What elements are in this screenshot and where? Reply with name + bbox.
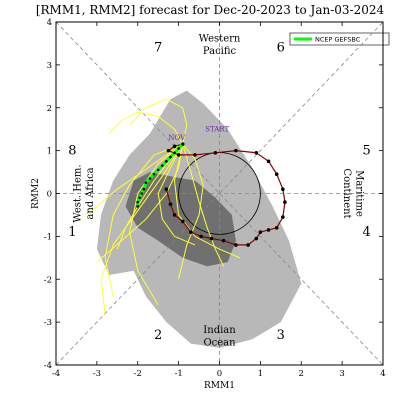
observed-point <box>254 150 259 155</box>
observed-point <box>266 228 271 232</box>
observed-point <box>168 202 173 207</box>
ensemble-mean-point <box>169 155 172 159</box>
ensemble-member-line <box>96 144 184 263</box>
x-tick-label: 3 <box>339 369 344 379</box>
observed-point <box>164 187 169 192</box>
y-tick-label: 4 <box>47 18 52 28</box>
ensemble-mean-point <box>136 200 140 204</box>
observed-point <box>176 153 181 157</box>
region-label-western-pacific: Western <box>199 33 241 44</box>
phase-label-4: 4 <box>363 225 371 240</box>
phase-label-3: 3 <box>277 328 285 343</box>
x-tick-label: -4 <box>52 369 60 379</box>
ensemble-member-line <box>129 98 188 145</box>
observed-point <box>199 234 203 239</box>
observed-point <box>166 148 171 153</box>
ensemble-mean-point <box>165 160 168 163</box>
region-label-west-hem-africa: and Africa <box>85 167 96 219</box>
y-tick-label: 2 <box>47 104 52 114</box>
phase-label-7: 7 <box>154 41 162 56</box>
observed-point <box>209 236 214 241</box>
ensemble-mean-point <box>148 177 152 180</box>
ensemble-mean-point <box>140 192 144 195</box>
x-axis-label: RMM1 <box>204 381 235 391</box>
observed-point <box>234 148 238 153</box>
ensemble-mean-point <box>177 147 180 150</box>
x-tick-label: 0 <box>217 369 222 379</box>
observed-point <box>193 153 197 157</box>
ensemble-member-line <box>173 144 241 259</box>
y-tick-label: 0 <box>47 190 52 200</box>
ensemble-member-line <box>84 143 183 216</box>
observed-point <box>221 238 226 243</box>
ensemble-mean-point <box>173 151 176 155</box>
y-tick-label: 3 <box>47 61 52 71</box>
ensemble-mean-point <box>136 205 140 208</box>
phase-label-8: 8 <box>68 144 76 159</box>
ensemble-mean-point <box>152 172 156 176</box>
x-tick-label: 4 <box>380 369 385 379</box>
observed-point <box>281 215 285 219</box>
y-tick-label: 1 <box>47 147 52 157</box>
ensemble-member-line <box>100 143 184 314</box>
region-label-indian-ocean: Ocean <box>203 338 236 349</box>
y-tick-label: -3 <box>44 318 52 328</box>
ensemble-mean-point <box>144 181 148 185</box>
ensemble-mean-point <box>181 142 185 146</box>
x-tick-label: 1 <box>258 369 263 379</box>
annotation-start: START <box>205 125 229 133</box>
ensemble-mean-point <box>156 168 160 172</box>
observed-point <box>281 187 285 192</box>
y-tick-label: -1 <box>44 232 52 242</box>
x-tick-label: 2 <box>299 369 304 379</box>
phase-label-5: 5 <box>363 144 371 159</box>
ensemble-mean-point <box>138 196 142 200</box>
region-label-maritime-continent: Maritime <box>353 170 364 217</box>
observed-point <box>283 200 287 204</box>
phase-divider-diagonal <box>55 21 384 366</box>
legend-label: NCEP GEFSBC <box>315 36 361 44</box>
ensemble-member-line <box>104 143 183 297</box>
observed-point <box>234 243 238 247</box>
legend: NCEP GEFSBC <box>289 32 390 46</box>
phase-label-1: 1 <box>68 225 76 240</box>
ensemble-member-line <box>108 111 184 145</box>
observed-point <box>172 213 177 217</box>
observed-point <box>274 226 279 230</box>
observed-point <box>254 236 259 241</box>
phase-label-2: 2 <box>154 328 162 343</box>
x-tick-label: -3 <box>93 369 101 379</box>
legend-box <box>289 32 390 46</box>
y-tick-label: -2 <box>44 275 52 285</box>
chart-title: [RMM1, RMM2] forecast for Dec-20-2023 to… <box>36 3 385 17</box>
region-label-western-pacific: Pacific <box>203 46 237 57</box>
phase-label-6: 6 <box>277 41 285 56</box>
observed-point <box>180 219 185 224</box>
ensemble-member-line <box>182 144 225 267</box>
y-tick-label: -4 <box>44 361 52 371</box>
region-label-maritime-continent: Continent <box>341 168 352 218</box>
ensemble-member-line <box>129 143 184 306</box>
observed-point <box>246 243 250 247</box>
observed-point <box>189 230 193 234</box>
annotation-nov: NOV <box>168 134 186 142</box>
ensemble-member-line <box>157 143 196 246</box>
y-axis-label: RMM2 <box>31 178 41 209</box>
observed-point <box>266 159 271 164</box>
axes: START NOV -4 -3 -2 -1 0 1 2 3 4 4 3 2 1 0 -1 -2 -3 -4 RMM1 RM… <box>31 18 386 391</box>
ensemble-mean-point <box>142 187 146 191</box>
observed-point <box>274 172 279 177</box>
region-label-west-hem-africa: West. Hem. <box>73 164 84 222</box>
observed-point <box>258 230 263 234</box>
x-tick-label: -2 <box>134 369 142 379</box>
ensemble-member-line <box>178 143 204 280</box>
x-tick-label: -1 <box>174 369 182 379</box>
ensemble-mean-point <box>160 164 164 167</box>
observed-point <box>213 150 218 155</box>
observed-point <box>172 144 177 149</box>
region-label-indian-ocean: Indian <box>203 325 236 336</box>
phase-divider-diagonal <box>55 21 384 366</box>
